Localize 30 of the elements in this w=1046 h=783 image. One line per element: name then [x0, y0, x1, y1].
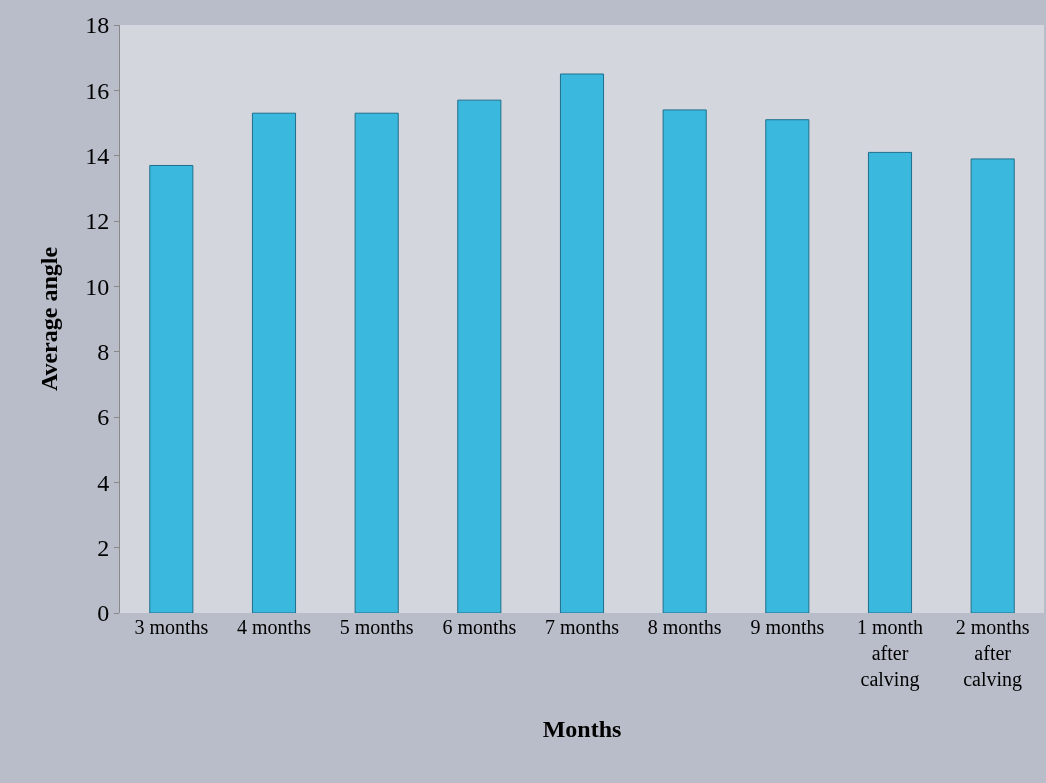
y-axis-title: Average angle	[36, 246, 63, 392]
bar	[867, 151, 913, 613]
x-tick-label: 5 months	[339, 616, 414, 638]
x-tick-label: 7 months	[545, 616, 620, 638]
bar	[765, 119, 810, 613]
y-tick-label: 0	[97, 600, 110, 627]
y-tick-label: 4	[97, 469, 110, 496]
x-tick-label: 9 months	[750, 616, 825, 638]
bar	[251, 112, 297, 613]
x-tick-label: 3 months	[134, 616, 209, 638]
x-tick-label: 4 months	[237, 616, 312, 638]
bar	[970, 158, 1015, 613]
x-tick-label: 8 months	[647, 616, 722, 638]
y-tick-label: 10	[85, 273, 110, 300]
x-tick-label: 1 month after calving	[856, 616, 924, 691]
y-tick-label: 18	[85, 12, 110, 39]
bar	[559, 73, 605, 613]
bar	[149, 164, 194, 613]
y-tick-label: 6	[97, 404, 110, 431]
bar	[662, 109, 707, 613]
x-tick-label: 2 months after calving	[955, 616, 1030, 691]
x-tick-label: 6 months	[442, 616, 517, 638]
y-tick-label: 16	[85, 77, 110, 104]
y-tick-label: 14	[85, 143, 110, 170]
y-tick-label: 8	[97, 339, 110, 366]
x-axis-title: Months	[542, 716, 622, 743]
y-tick-label: 12	[85, 208, 110, 235]
y-tick-label: 2	[97, 535, 110, 562]
bar	[457, 99, 502, 613]
bar	[354, 112, 399, 613]
